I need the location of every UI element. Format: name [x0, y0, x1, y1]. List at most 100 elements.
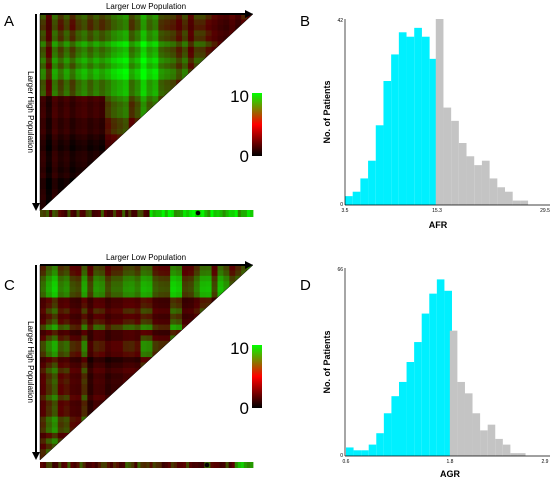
heatmap-cell — [122, 117, 130, 124]
heatmap-cell — [93, 101, 100, 108]
heatmap-cell — [51, 46, 59, 53]
heatmap-cell — [105, 395, 112, 401]
strip-cell — [228, 210, 233, 217]
strip-cell — [249, 462, 254, 468]
heatmap-cell — [205, 19, 212, 26]
heatmap-cell — [40, 389, 47, 396]
heatmap-cell — [105, 30, 112, 37]
heatmap-cell — [57, 443, 65, 450]
heatmap-cell — [128, 68, 136, 75]
heatmap-cell — [111, 319, 118, 325]
heatmap-cell — [99, 101, 106, 108]
heatmap-cell — [63, 292, 70, 298]
heatmap-cell — [116, 324, 124, 331]
heatmap-cell — [146, 319, 153, 325]
heatmap-cell — [122, 52, 130, 59]
heatmap-cell — [128, 335, 136, 342]
heatmap-cell — [40, 194, 47, 201]
heatmap-cell — [140, 35, 147, 42]
heatmap-cell — [128, 101, 136, 108]
heatmap-cell — [75, 313, 82, 320]
heatmap-cell — [146, 357, 153, 363]
heatmap-cell — [57, 79, 65, 86]
heatmap-cell — [81, 297, 88, 304]
heatmap-cell — [45, 200, 53, 206]
heatmap-cell — [199, 52, 207, 59]
strip-cell — [198, 462, 202, 468]
heatmap-cell — [205, 275, 212, 282]
histogram-bar — [429, 58, 438, 205]
histogram-bar — [414, 342, 422, 456]
heatmap-cell — [176, 308, 183, 315]
heatmap-cell — [69, 405, 76, 412]
heatmap-cell — [93, 107, 100, 113]
heatmap-cell — [105, 346, 112, 353]
heatmap-cell — [111, 24, 118, 31]
strip-cell — [167, 462, 172, 468]
heatmap-cell — [69, 90, 76, 97]
heatmap-cell — [87, 150, 94, 157]
heatmap-cell — [45, 281, 53, 288]
heatmap-cell — [40, 52, 47, 59]
heatmap-cell — [247, 270, 253, 277]
heatmap-cell — [81, 117, 88, 124]
heatmap-cell — [75, 346, 82, 353]
panel-letter-a: A — [4, 13, 14, 30]
heatmap-cell — [146, 292, 153, 298]
heatmap-cell — [93, 281, 100, 288]
heatmap-cell — [128, 373, 136, 380]
heatmap-cell — [63, 324, 70, 331]
heatmap-cell — [45, 286, 53, 293]
heatmap-cell — [182, 63, 189, 70]
heatmap-cell — [63, 150, 70, 157]
heatmap-cell — [93, 389, 100, 396]
histogram-bar — [398, 32, 407, 206]
heatmap-cell — [40, 68, 47, 75]
heatmap-cell — [170, 90, 177, 97]
heatmap-cell — [93, 14, 100, 20]
heatmap-cell — [93, 297, 100, 304]
heatmap-cell — [105, 330, 112, 336]
strip-cell — [113, 210, 117, 217]
heatmap-cell — [152, 68, 159, 75]
histogram-bar — [429, 293, 437, 456]
heatmap-cell — [152, 270, 159, 277]
heatmap-cell — [57, 400, 65, 407]
heatmap-cell — [116, 373, 124, 380]
heatmap-cell — [99, 41, 106, 48]
heatmap-cell — [63, 128, 70, 135]
heatmap-cell — [87, 389, 94, 396]
heatmap-cell — [81, 313, 88, 320]
heatmap-cell — [99, 395, 106, 401]
heatmap-cell — [205, 14, 212, 20]
heatmap-cell — [57, 90, 65, 97]
heatmap-cell — [69, 63, 76, 70]
heatmap-cell — [69, 68, 76, 75]
heatmap-cell — [146, 302, 153, 309]
heatmap-cell — [199, 292, 207, 298]
heatmap-cell — [69, 313, 76, 320]
heatmap-cell — [164, 275, 171, 282]
heatmap-cell — [134, 324, 141, 331]
heatmap-cell — [205, 302, 212, 309]
heatmap-cell — [146, 74, 153, 81]
heatmap-cell — [69, 340, 76, 347]
heatmap-cell — [182, 265, 189, 271]
strip-cell — [222, 210, 227, 217]
heatmap-cell — [146, 35, 153, 42]
heatmap-cell — [69, 324, 76, 331]
heatmap-cell — [111, 378, 118, 385]
strip-cell — [137, 210, 141, 217]
heatmap-cell — [69, 41, 76, 48]
heatmap-cell — [122, 107, 130, 113]
heatmap-cell — [69, 432, 76, 439]
heatmap-cell — [111, 384, 118, 390]
colorbar-c — [252, 345, 262, 408]
heatmap-cell — [140, 308, 147, 315]
heatmap-cell — [170, 96, 177, 102]
heatmap-cell — [99, 286, 106, 293]
heatmap-cell — [93, 373, 100, 380]
heatmap-cell — [111, 145, 118, 152]
heatmap-cell — [63, 68, 70, 75]
heatmap-cell — [40, 270, 47, 277]
